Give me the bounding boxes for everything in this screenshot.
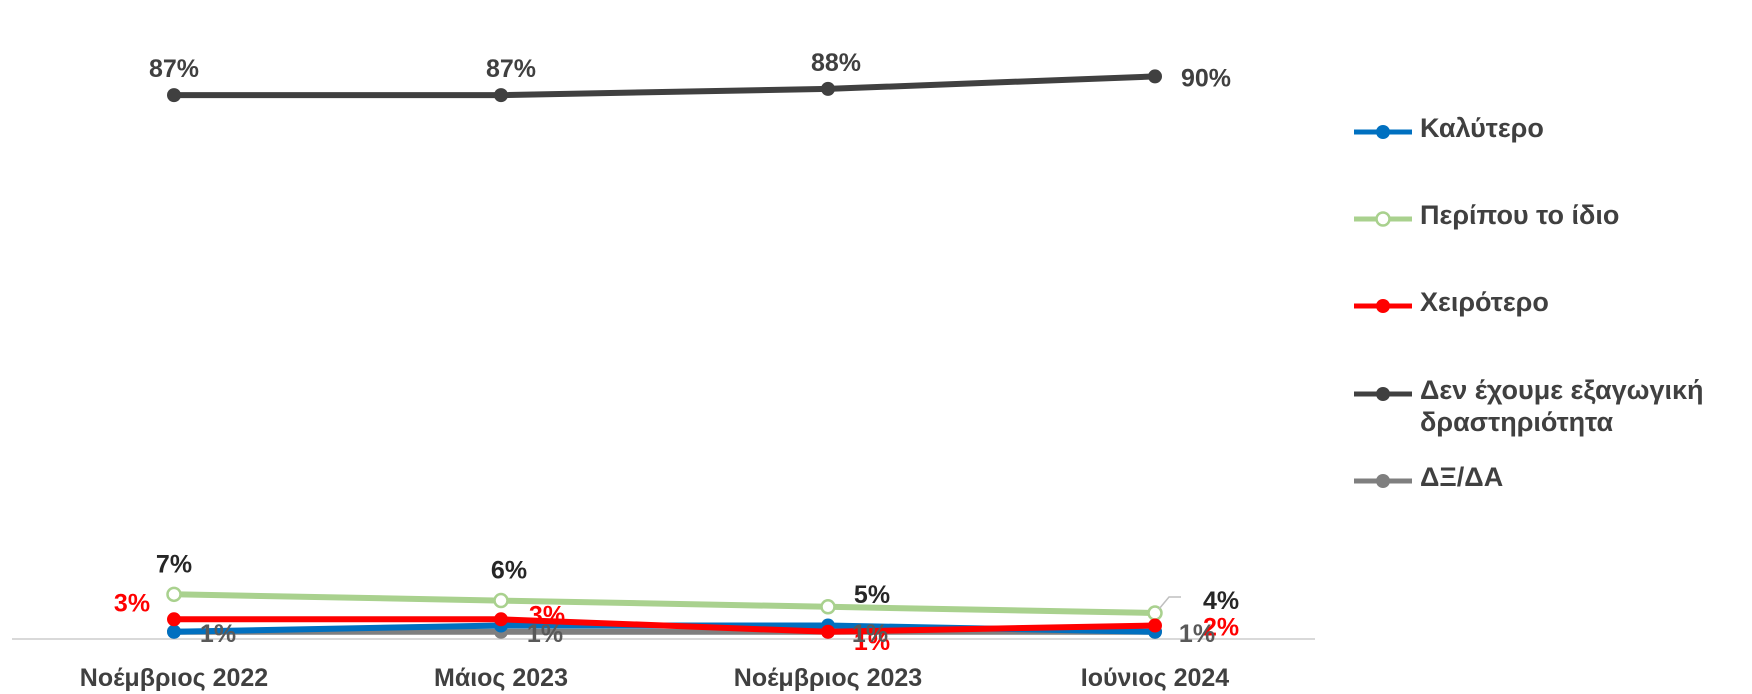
data-label-3-2: 1% [852, 620, 888, 648]
data-label-3-0: 1% [200, 620, 236, 648]
data-label-1-1: 3% [529, 601, 565, 629]
series-line-3 [171, 73, 1158, 99]
legend-swatch-better [1354, 125, 1412, 139]
legend-swatch-dk-na [1354, 474, 1412, 488]
point-1-1 [493, 592, 509, 609]
data-label-0-3: 4% [1203, 587, 1239, 615]
legend-item-no-export: Δεν έχουμε εξαγωγική δραστηριότητα [1352, 374, 1752, 438]
legend-item-dk-na: ΔΞ/ΔΑ [1352, 461, 1752, 493]
data-label-0-0: 7% [156, 550, 192, 578]
legend-label-worse: Χειρότερο [1420, 287, 1549, 317]
point-0-0 [167, 624, 181, 639]
legend-label-no-export: Δεν έχουμε εξαγωγική δραστηριότητα [1420, 375, 1704, 437]
point-3-3 [1148, 69, 1162, 84]
legend-item-worse: Χειρότερο [1352, 286, 1752, 318]
series-line-1 [171, 591, 1158, 616]
point-3-1 [494, 88, 508, 103]
point-3-0 [167, 88, 181, 103]
data-label-3-3: 1% [1179, 620, 1215, 648]
data-label-2-2: 88% [811, 49, 861, 77]
x-tick-label-3: Ιούνιος 2024 [1081, 664, 1230, 692]
x-tick-label-1: Μάιος 2023 [434, 664, 568, 692]
legend-swatch-same [1354, 211, 1412, 227]
data-label-1-3: 2% [1203, 614, 1239, 642]
x-axis-ticks: Νοέμβριος 2022 Μάιος 2023 Νοέμβριος 2023 Ιο… [80, 664, 1230, 692]
data-label-layer: 7% 6%5% 4%3% 3%1%2%87% 87% 88%90%1% 1% 1% 1% [114, 49, 1239, 656]
legend-item-better: Καλύτερο [1352, 112, 1752, 144]
series-line-2 [171, 616, 1158, 635]
data-label-2-3: 90% [1181, 64, 1231, 92]
data-label-3-1: 1% [527, 620, 563, 648]
data-label-0-2: 5% [854, 581, 890, 609]
legend-swatch-worse [1354, 299, 1412, 313]
point-3-2 [821, 81, 835, 96]
point-2-1 [494, 612, 508, 627]
series-layer [166, 69, 1163, 639]
point-1-0 [166, 586, 182, 603]
leader-line-same-3 [1158, 596, 1181, 610]
line-chart: 7% 6%5% 4%3% 3%1%2%87% 87% 88%90%1% 1% 1% 1% Νοέ… [12, 49, 1315, 692]
data-label-1-2: 1% [854, 628, 890, 656]
point-1-2 [820, 599, 836, 615]
point-2-0 [167, 612, 181, 627]
data-label-0-1: 6% [491, 557, 527, 585]
legend-swatch-no-export [1354, 387, 1412, 401]
legend-label-dk-na: ΔΞ/ΔΑ [1420, 462, 1504, 492]
x-tick-label-0: Νοέμβριος 2022 [80, 664, 268, 692]
point-2-2 [821, 624, 835, 639]
data-label-1-0: 3% [114, 589, 150, 617]
data-label-2-0: 87% [149, 55, 199, 83]
legend-item-same: Περίπου το ίδιο [1352, 199, 1752, 231]
point-2-3 [1148, 618, 1162, 633]
legend-label-same: Περίπου το ίδιο [1420, 200, 1620, 230]
data-label-2-1: 87% [486, 55, 536, 83]
x-tick-label-2: Νοέμβριος 2023 [734, 664, 922, 692]
legend-label-better: Καλύτερο [1420, 113, 1544, 143]
